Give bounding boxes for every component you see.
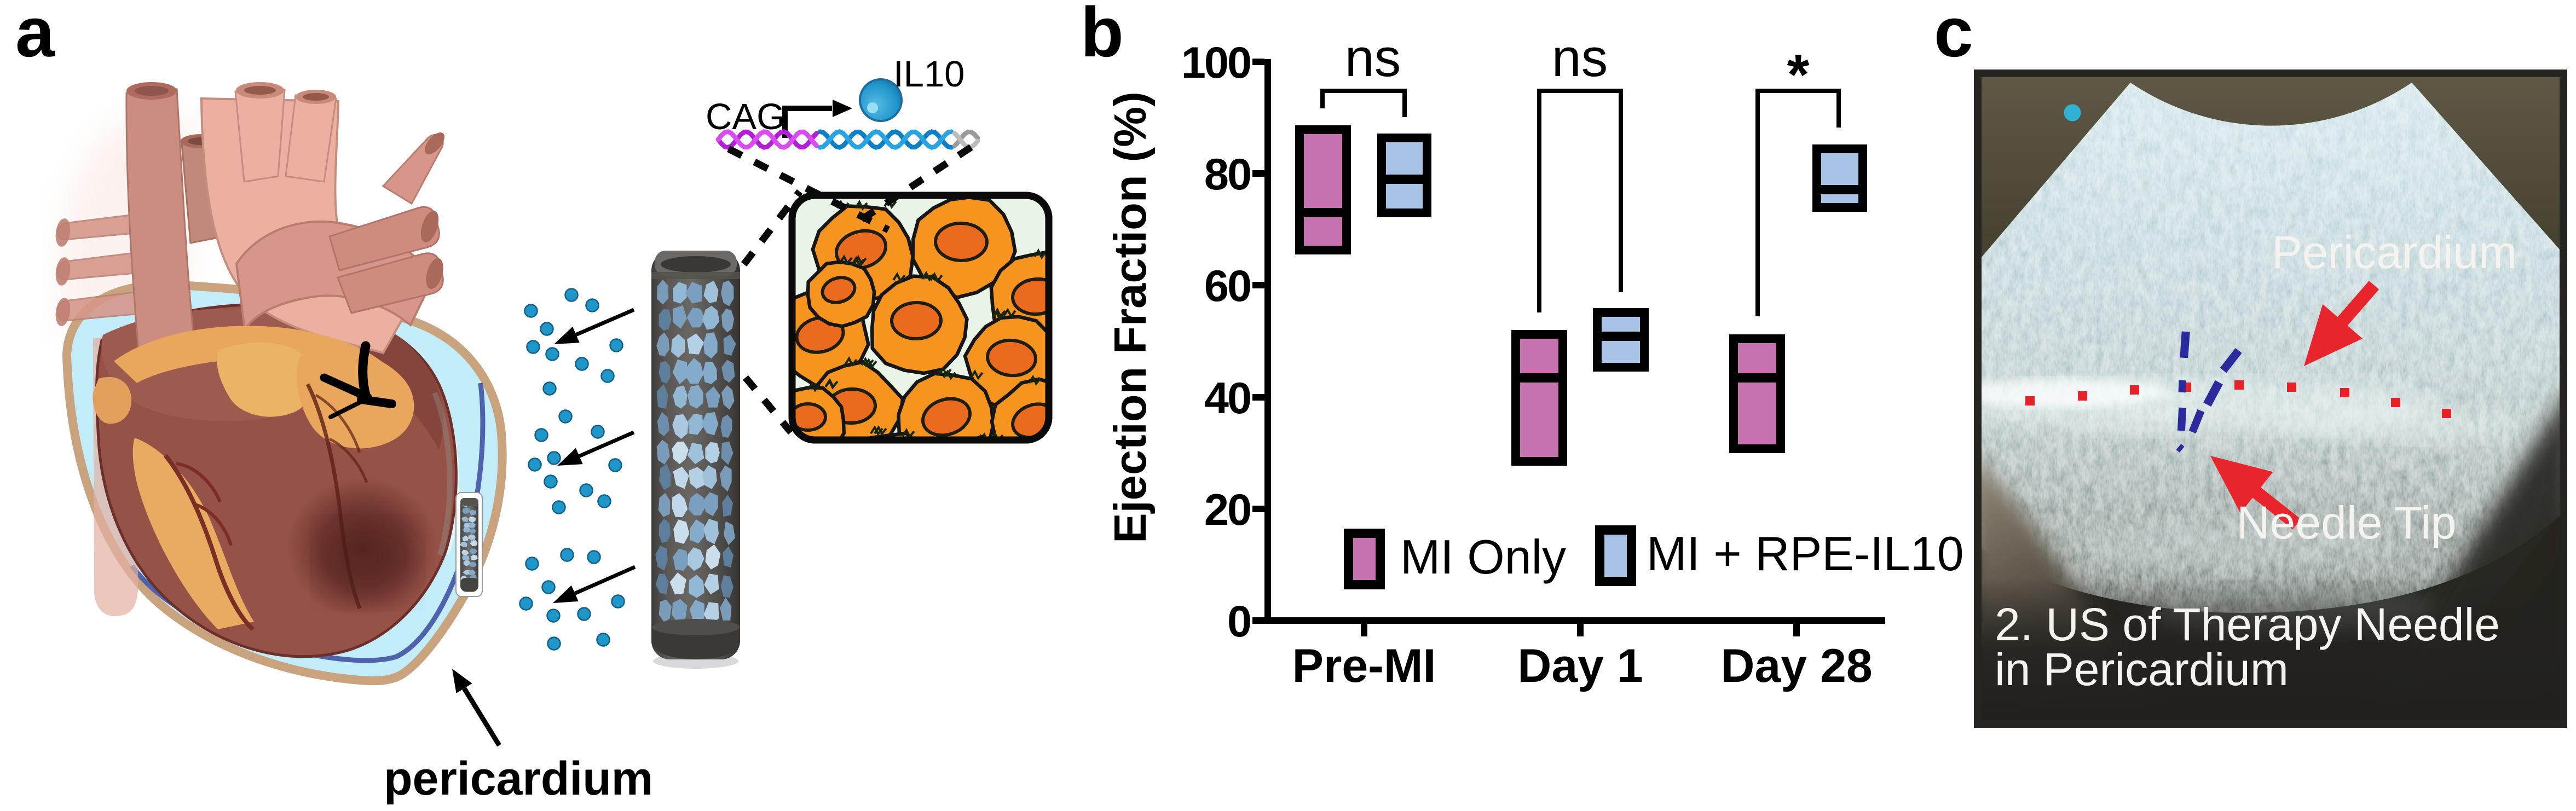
svg-text:IL10: IL10 — [893, 54, 964, 95]
svg-text:b: b — [1081, 0, 1124, 72]
svg-text:60: 60 — [1204, 262, 1250, 311]
svg-text:40: 40 — [1204, 374, 1250, 423]
svg-text:in Pericardium: in Pericardium — [1995, 644, 2289, 695]
svg-text:Needle Tip: Needle Tip — [2237, 497, 2457, 548]
svg-text:c: c — [1934, 0, 1973, 72]
svg-text:20: 20 — [1204, 485, 1250, 535]
svg-text:*: * — [1787, 43, 1810, 107]
svg-text:80: 80 — [1204, 150, 1250, 199]
svg-text:ns: ns — [1345, 28, 1401, 88]
svg-text:MI + RPE-IL10: MI + RPE-IL10 — [1647, 526, 1964, 581]
svg-text:pericardium: pericardium — [384, 752, 653, 805]
svg-text:MI Only: MI Only — [1400, 530, 1566, 584]
svg-text:100: 100 — [1181, 38, 1250, 88]
svg-text:a: a — [15, 0, 55, 72]
svg-text:ns: ns — [1552, 28, 1608, 88]
svg-text:Day 28: Day 28 — [1720, 640, 1872, 692]
svg-text:Ejection Fraction (%): Ejection Fraction (%) — [1105, 91, 1156, 543]
svg-text:Pre-MI: Pre-MI — [1292, 640, 1436, 692]
svg-text:2. US of Therapy Needle: 2. US of Therapy Needle — [1995, 599, 2500, 650]
svg-text:Pericardium: Pericardium — [2272, 227, 2517, 278]
svg-text:Day 1: Day 1 — [1517, 640, 1643, 692]
svg-text:0: 0 — [1227, 597, 1250, 646]
